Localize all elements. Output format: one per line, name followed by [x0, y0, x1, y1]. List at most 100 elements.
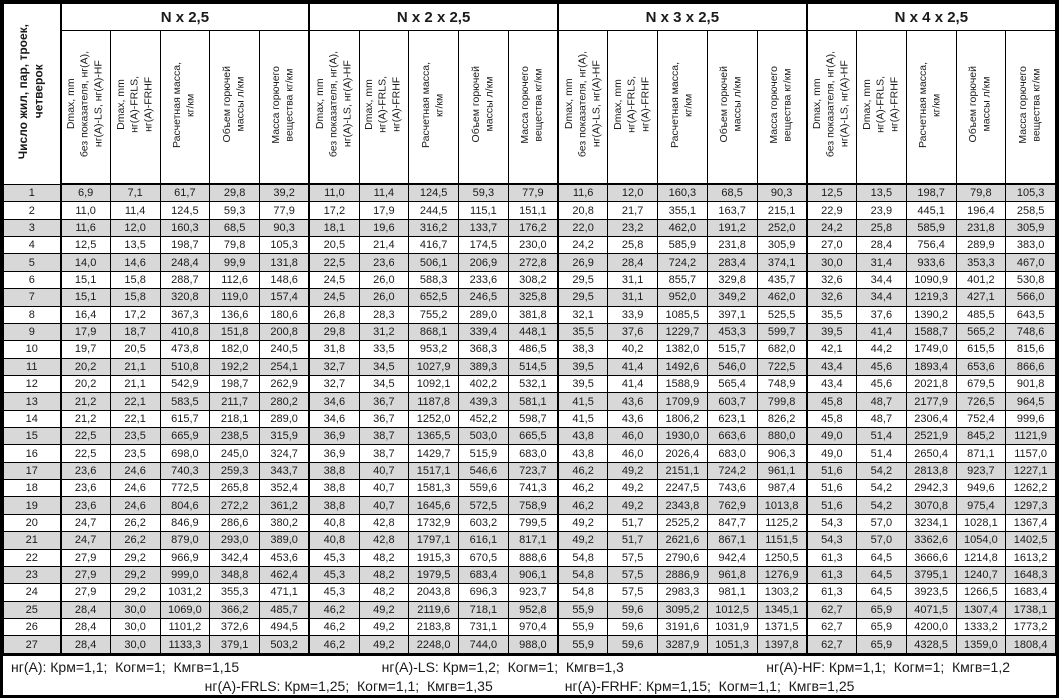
data-cell: 515,9: [458, 444, 509, 463]
column-header-cell: Dmax, mm нг(А)-FRLS, нг(А)-FRHF: [109, 30, 161, 185]
data-cell: 27,9: [59, 583, 111, 602]
data-cell: 1648,3: [1005, 565, 1056, 585]
data-cell: 1613,2: [1005, 548, 1056, 567]
data-cell: 427,1: [955, 288, 1007, 307]
table-row: 20 24,7 26,2 846,9 286,6 380,2 40,8 42,8 1732,9 6…: [3, 513, 1056, 533]
data-cell: 2942,3: [905, 479, 957, 498]
data-cell: 755,2: [408, 305, 459, 324]
data-cell: 262,9: [259, 374, 310, 394]
data-cell: 45,6: [856, 357, 907, 376]
column-header-label: Расчетная масса, кг/км: [171, 61, 197, 148]
data-cell: 1397,8: [756, 635, 808, 654]
data-cell: 61,3: [805, 548, 857, 567]
data-cell: 698,0: [159, 444, 211, 463]
data-cell: 1683,4: [1005, 583, 1056, 602]
data-cell: 40,7: [358, 461, 410, 481]
data-cell: 22,9: [805, 201, 857, 220]
data-cell: 163,7: [706, 201, 758, 220]
data-cell: 603,7: [706, 392, 758, 411]
data-cell: 368,3: [458, 340, 509, 359]
data-cell: 2026,4: [657, 444, 708, 463]
data-cell: 272,8: [507, 253, 559, 272]
row-number-cell: 17: [3, 461, 61, 481]
data-cell: 953,2: [408, 340, 459, 359]
data-cell: 35,5: [557, 322, 609, 342]
data-cell: 1266,5: [955, 583, 1007, 602]
data-cell: 218,1: [209, 409, 260, 429]
data-cell: 11,6: [557, 183, 609, 203]
table-row: 6 15,1 15,8 288,7 112,6 148,6 24,5 26,0 588,3 233…: [3, 270, 1056, 290]
data-cell: 49,2: [607, 461, 658, 481]
data-cell: 13,5: [856, 183, 907, 203]
data-cell: 38,8: [308, 479, 360, 498]
data-cell: 48,7: [856, 392, 907, 411]
data-cell: 176,2: [507, 218, 559, 238]
data-cell: 198,7: [159, 236, 211, 255]
row-number-cell: 15: [3, 427, 61, 446]
data-cell: 174,5: [458, 236, 509, 255]
data-cell: 665,9: [159, 427, 211, 446]
data-cell: 342,4: [209, 548, 260, 567]
data-cell: 124,5: [408, 183, 459, 203]
data-cell: 33,9: [607, 305, 658, 324]
data-cell: 54,3: [805, 531, 857, 550]
data-cell: 1333,2: [955, 617, 1007, 637]
data-cell: 439,3: [458, 392, 509, 411]
data-cell: 29,8: [308, 322, 360, 342]
data-cell: 653,6: [955, 357, 1007, 376]
data-cell: 726,5: [955, 392, 1007, 411]
footnote-ng-a-frls: нг(А)-FRLS: Крм=1,25; Когм=1,1; Кмгв=1,3…: [204, 677, 493, 694]
data-cell: 54,2: [856, 496, 907, 515]
data-cell: 1645,6: [408, 496, 459, 515]
row-number-cell: 7: [3, 288, 61, 307]
data-cell: 2021,8: [905, 374, 957, 394]
data-cell: 964,5: [1005, 392, 1056, 411]
data-cell: 133,7: [458, 218, 509, 238]
data-cell: 29,2: [109, 565, 161, 585]
data-cell: 23,6: [358, 253, 410, 272]
data-cell: 723,7: [507, 461, 559, 481]
data-cell: 27,9: [59, 565, 111, 585]
data-cell: 11,0: [308, 183, 360, 203]
data-cell: 115,1: [458, 201, 509, 220]
data-cell: 49,2: [607, 496, 658, 515]
data-cell: 1517,1: [408, 461, 459, 481]
data-cell: 48,7: [856, 409, 907, 429]
data-cell: 51,6: [805, 461, 857, 481]
data-cell: 198,7: [209, 374, 260, 394]
data-cell: 6,9: [59, 183, 111, 203]
data-cell: 462,0: [657, 218, 708, 238]
data-cell: 19,7: [59, 340, 111, 359]
data-cell: 46,2: [308, 635, 360, 654]
data-cell: 503,0: [458, 427, 509, 446]
data-cell: 1365,5: [408, 427, 459, 446]
data-cell: 246,5: [458, 288, 509, 307]
data-cell: 39,2: [259, 183, 310, 203]
data-cell: 34,4: [856, 270, 907, 290]
data-cell: 572,5: [458, 496, 509, 515]
data-cell: 28,4: [856, 236, 907, 255]
data-cell: 49,2: [358, 600, 410, 620]
data-cell: 25,8: [607, 236, 658, 255]
column-header-cell: Масса горючего вещества кг/км: [1005, 30, 1056, 185]
data-cell: 2521,9: [905, 427, 957, 446]
data-cell: 748,9: [756, 374, 808, 394]
data-cell: 32,7: [308, 357, 360, 376]
data-cell: 1806,2: [657, 409, 708, 429]
data-cell: 866,6: [1005, 357, 1056, 376]
data-cell: 289,0: [458, 305, 509, 324]
data-cell: 248,4: [159, 253, 211, 272]
data-cell: 51,6: [805, 479, 857, 498]
data-cell: 503,2: [259, 635, 310, 654]
footnote-ng-a-ls: нг(А)-LS: Крм=1,2; Когм=1; Кмгв=1,3: [381, 658, 624, 675]
data-cell: 41,4: [607, 357, 658, 376]
column-header-label: Dmax, mm без показателя, нг(А), нг(А)-LS…: [562, 51, 602, 158]
data-cell: 758,9: [507, 496, 559, 515]
data-cell: 43,8: [557, 427, 609, 446]
data-cell: 1250,5: [756, 548, 808, 567]
data-cell: 380,2: [259, 513, 310, 533]
data-cell: 48,2: [358, 565, 410, 585]
data-cell: 29,5: [557, 288, 609, 307]
data-cell: 514,5: [507, 357, 559, 376]
data-cell: 324,7: [259, 444, 310, 463]
